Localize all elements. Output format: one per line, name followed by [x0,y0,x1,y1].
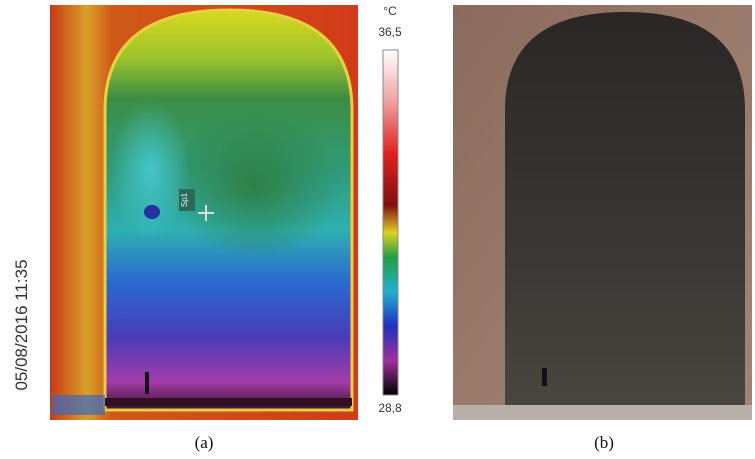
spot-label: Sp1 [180,192,189,207]
timestamp: 05/08/2016 11:35 [12,259,31,390]
thermal-image: Sp1 [50,5,358,420]
color-scale: °C 36,5 28,8 [378,4,402,415]
photo [453,5,752,420]
figure: Sp1 05/08/2016 11:35 °C 36,5 28,8 (a) (b… [0,0,755,459]
scale-max: 36,5 [378,25,402,39]
caption: (a) [195,433,214,452]
page: Sp1 05/08/2016 11:35 °C 36,5 28,8 (a) (b… [0,0,755,459]
caption: (b) [594,433,614,452]
scale-min: 28,8 [378,401,402,415]
scale-unit: °C [383,4,397,18]
